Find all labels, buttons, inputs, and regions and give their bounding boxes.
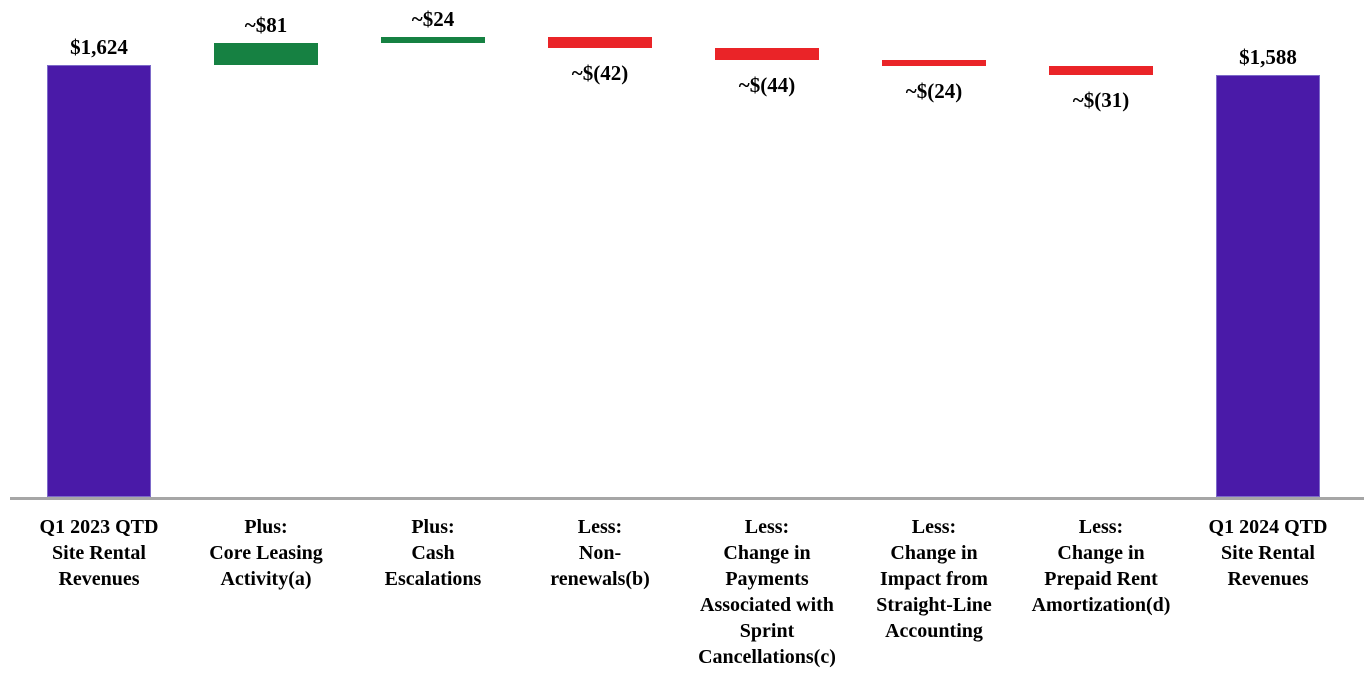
category-label-line: Revenues: [1227, 568, 1309, 590]
category-label-line: Escalations: [384, 568, 482, 590]
category-label-line: Less:: [1078, 516, 1124, 538]
waterfall-bar-plus-cash-escalations: [381, 37, 485, 44]
category-label-line: Change in: [890, 542, 978, 564]
category-label-line: Site Rental: [1221, 542, 1315, 564]
bar-value-label: ~$(24): [905, 79, 963, 104]
waterfall-bar-less-non-renewals-b: [548, 37, 652, 49]
category-label-line: Amortization(d): [1031, 594, 1171, 616]
category-label-q1-2023-qtd-site-rental-revenues: Q1 2023 QTD Site Rental Revenues: [11, 514, 187, 592]
category-label-line: Less:: [744, 516, 790, 538]
category-label-line: Accounting: [885, 620, 983, 642]
waterfall-bar-q1-2023-qtd-site-rental-revenues: [47, 65, 151, 497]
bar-value-label: ~$24: [411, 7, 455, 32]
category-label-less-non-renewals-b: Less: Non-renewals(b): [512, 514, 688, 592]
category-label-less-change-in-payments-associated-with-sprint-cancellations-c: Less: Change in Payments Associated with Spr…: [679, 514, 855, 670]
bar-value-label: ~$(44): [738, 72, 796, 97]
category-label-line: Non-: [578, 542, 622, 564]
category-label-line: Associated with: [700, 594, 834, 616]
category-label-line: Cash: [411, 542, 455, 564]
category-label-line: Revenues: [58, 568, 140, 590]
category-label-less-change-in-impact-from-straight-line-accounting: Less: Change in Impact from Straight-Line Ac…: [846, 514, 1022, 644]
waterfall-bar-less-change-in-payments-associated-with-sprint-cancellations-c: [715, 48, 819, 60]
waterfall-bar-less-change-in-impact-from-straight-line-accounting: [882, 59, 986, 67]
category-label-line: Less:: [911, 516, 957, 538]
category-label-line: Straight-Line: [876, 594, 992, 616]
bar-value-label: ~$(42): [571, 61, 629, 86]
category-label-less-change-in-prepaid-rent-amortization-d: Less: Change in Prepaid Rent Amortization(d…: [1013, 514, 1189, 618]
category-label-plus-core-leasing-activity-a: Plus: Core Leasing Activity(a): [178, 514, 354, 592]
waterfall-bar-q1-2024-qtd-site-rental-revenues: [1216, 74, 1320, 497]
category-label-plus-cash-escalations: Plus: Cash Escalations: [345, 514, 521, 592]
category-label-line: renewals(b): [550, 568, 650, 590]
category-label-line: Prepaid Rent: [1044, 568, 1158, 590]
category-label-q1-2024-qtd-site-rental-revenues: Q1 2024 QTD Site Rental Revenues: [1180, 514, 1356, 592]
bar-value-label: $1,588: [1239, 44, 1297, 69]
bar-value-label: ~$(31): [1072, 87, 1130, 112]
category-label-line: Cancellations(c): [698, 646, 836, 668]
category-label-line: Plus:: [244, 516, 288, 538]
category-label-line: Change in: [1057, 542, 1145, 564]
category-label-line: Impact from: [880, 568, 988, 590]
bar-value-label: $1,624: [70, 35, 128, 59]
bar-value-label: ~$81: [244, 13, 288, 38]
category-label-line: Less:: [577, 516, 623, 538]
category-label-line: Change in: [723, 542, 811, 564]
category-label-line: Plus:: [411, 516, 455, 538]
category-label-line: Site Rental: [52, 542, 146, 564]
category-label-line: Payments: [725, 568, 809, 590]
waterfall-bar-plus-core-leasing-activity-a: [214, 43, 318, 65]
category-label-line: Q1 2024 QTD: [1208, 516, 1328, 538]
waterfall-bar-less-change-in-prepaid-rent-amortization-d: [1049, 66, 1153, 75]
category-label-line: Sprint: [739, 620, 795, 642]
category-label-line: Q1 2023 QTD: [39, 516, 159, 538]
x-axis-line: [10, 497, 1364, 500]
category-label-line: Core Leasing: [209, 542, 323, 564]
category-label-line: Activity(a): [220, 568, 312, 590]
